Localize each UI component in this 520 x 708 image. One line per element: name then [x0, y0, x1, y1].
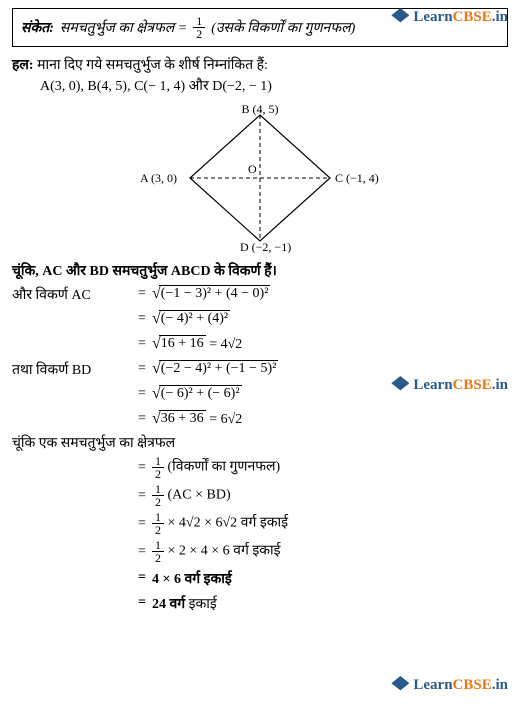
svg-text:O: O [248, 162, 257, 176]
hint-text-before: समचतुर्भुज का क्षेत्रफल = [60, 18, 187, 37]
ac-row-1: और विकर्ण AC = √(−1 − 3)² + (4 − 0)² [12, 283, 508, 305]
grad-cap-icon [391, 376, 409, 394]
area-row-1: = 12 (विकर्णों का गुणनफल) [12, 455, 508, 480]
diagram-svg: B (4, 5) C (−1, 4) D (−2, −1) A (3, 0) O [130, 103, 390, 253]
svg-text:C (−1, 4): C (−1, 4) [335, 171, 379, 185]
solution-intro-text: माना दिए गये समचतुर्भुज के शीर्ष निम्नां… [37, 58, 268, 73]
hint-fraction: 1 2 [193, 15, 205, 40]
ac-row-2: = √(− 4)² + (4)² [12, 308, 508, 330]
hint-label: संकेत: [21, 18, 54, 37]
solution-points: A(3, 0), B(4, 5), C(− 1, 4) और D(−2, − 1… [12, 76, 508, 95]
solution-label: हल: [12, 58, 34, 73]
grad-cap-icon [391, 676, 409, 694]
area-intro: चूंकि एक समचतुर्भुज का क्षेत्रफल [12, 433, 508, 452]
rhombus-diagram: B (4, 5) C (−1, 4) D (−2, −1) A (3, 0) O [12, 103, 508, 253]
area-row-6: = 24 वर्ग इकाई [12, 592, 508, 614]
logo-2: LearnCBSE.in [391, 376, 508, 394]
logo-1: LearnCBSE.in [391, 8, 508, 26]
ac-row-3: = √16 + 16 = 4√2 [12, 333, 508, 355]
grad-cap-icon [391, 8, 409, 26]
logo-3: LearnCBSE.in [391, 676, 508, 694]
svg-text:A (3, 0): A (3, 0) [140, 171, 177, 185]
hint-text-after: (उसके विकर्णों का गुणनफल) [211, 18, 355, 37]
area-row-2: = 12 (AC × BD) [12, 483, 508, 508]
area-row-4: = 12 × 2 × 4 × 6 वर्ग इकाई [12, 539, 508, 564]
area-row-3: = 12 × 4√2 × 6√2 वर्ग इकाई [12, 511, 508, 536]
diagonal-statement: चूंकि, AC और BD समचतुर्भुज ABCD के विकर्… [12, 261, 508, 280]
svg-text:B (4, 5): B (4, 5) [242, 103, 279, 116]
svg-text:D (−2, −1): D (−2, −1) [240, 240, 291, 253]
area-row-5: = 4 × 6 वर्ग इकाई [12, 567, 508, 589]
bd-row-3: = √36 + 36 = 6√2 [12, 408, 508, 430]
solution-intro: हल: माना दिए गये समचतुर्भुज के शीर्ष निम… [12, 55, 508, 74]
